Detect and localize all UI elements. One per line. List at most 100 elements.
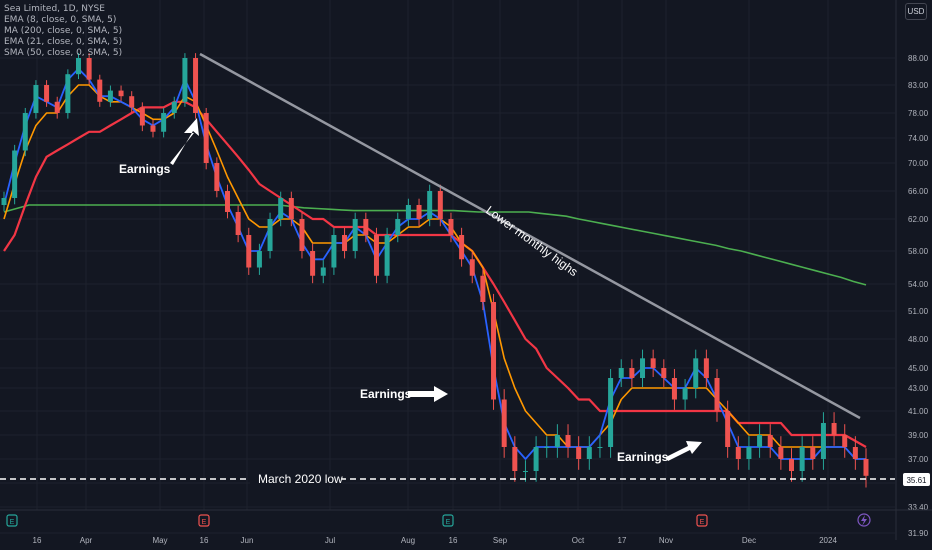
- candle-body: [480, 275, 486, 302]
- currency-button[interactable]: USD: [905, 3, 927, 20]
- time-tick-label: May: [152, 536, 167, 545]
- candle-body: [512, 447, 518, 471]
- candle-body: [618, 368, 624, 378]
- candle-body: [565, 435, 571, 447]
- candle-body: [576, 447, 582, 459]
- candle-body: [437, 191, 443, 219]
- legend-ma200[interactable]: MA (200, close, 0, SMA, 5): [4, 26, 123, 36]
- candle-body: [682, 388, 688, 400]
- candle-body: [267, 219, 273, 251]
- candle-body: [171, 101, 177, 113]
- candle-body: [608, 378, 614, 447]
- candle-body: [735, 447, 741, 459]
- legend-sma50[interactable]: SMA (50, close, 0, SMA, 5): [4, 48, 123, 58]
- candle-body: [863, 459, 869, 476]
- price-tick-label: 37.00: [908, 455, 929, 464]
- candle-body: [522, 471, 528, 472]
- candle-body: [331, 235, 337, 268]
- candle-body: [363, 219, 369, 235]
- candle-body: [22, 113, 28, 151]
- time-tick-label: Dec: [742, 536, 756, 545]
- earnings-arrow-1: [170, 118, 199, 165]
- price-tick-label: 48.00: [908, 335, 929, 344]
- price-tick-label: 58.00: [908, 247, 929, 256]
- candle-body: [193, 58, 199, 113]
- event-markers[interactable]: E E E E: [6, 513, 871, 527]
- time-tick-label: 16: [449, 536, 458, 545]
- candle-body: [182, 58, 188, 102]
- lower-highs-trendline: [199, 52, 861, 420]
- earnings-icon[interactable]: E: [696, 514, 708, 527]
- svg-text:E: E: [10, 519, 15, 526]
- earnings-icon[interactable]: E: [198, 514, 210, 527]
- earnings-arrow-3: [666, 441, 702, 461]
- candle-body: [597, 447, 603, 448]
- dividend-icon[interactable]: E: [6, 514, 18, 527]
- time-tick-label: Apr: [80, 536, 93, 545]
- price-tick-label: 54.00: [908, 280, 929, 289]
- price-tick-label: 33.40: [908, 503, 929, 512]
- candle-body: [703, 358, 709, 378]
- time-tick-label: Nov: [659, 536, 673, 545]
- candle-body: [661, 368, 667, 378]
- candle-body: [778, 447, 784, 459]
- lightning-icon[interactable]: [857, 513, 871, 527]
- price-axis[interactable]: 88.00 83.00 78.00 74.00 70.00 66.00 62.00 58.00…: [895, 0, 929, 540]
- time-tick-label: 16: [33, 536, 42, 545]
- candle-body: [299, 219, 305, 251]
- candle-body: [224, 191, 230, 212]
- last-price-value: 35.61: [906, 476, 927, 485]
- svg-text:E: E: [446, 519, 451, 526]
- candle-body: [65, 74, 71, 113]
- candle-body: [256, 251, 262, 268]
- candle-body: [427, 191, 433, 219]
- candle-body: [810, 447, 816, 459]
- candle-body: [757, 435, 763, 447]
- price-tick-label: 31.90: [908, 529, 929, 538]
- candle-body: [405, 205, 411, 219]
- candle-body: [288, 198, 294, 219]
- candle-body: [799, 447, 805, 471]
- svg-text:E: E: [202, 519, 207, 526]
- candle-body: [235, 212, 241, 235]
- price-tick-label: 83.00: [908, 81, 929, 90]
- last-price-tag: 35.61: [903, 473, 930, 486]
- trendline-label-group: Lower monthly highs: [483, 203, 580, 279]
- candle-body: [150, 125, 156, 132]
- candle-body: [842, 435, 848, 447]
- candle-body: [203, 113, 209, 163]
- candle-body: [1, 198, 7, 205]
- indicator-legend: Sea Limited, 1D, NYSE EMA (8, close, 0, …: [4, 4, 122, 59]
- price-tick-label: 66.00: [908, 187, 929, 196]
- earnings-label-2: Earnings: [360, 387, 412, 401]
- legend-ema8[interactable]: EMA (8, close, 0, SMA, 5): [4, 15, 117, 25]
- earnings-label-1: Earnings: [119, 162, 171, 176]
- time-tick-label: Jun: [241, 536, 254, 545]
- price-tick-label: 74.00: [908, 134, 929, 143]
- candle-body: [554, 435, 560, 447]
- candle-body: [54, 101, 60, 113]
- candle-body: [342, 235, 348, 251]
- candle-body: [469, 259, 475, 276]
- dividend-icon[interactable]: E: [442, 514, 454, 527]
- candle-body: [693, 358, 699, 388]
- march-2020-low-label: March 2020 low: [258, 472, 343, 486]
- time-axis[interactable]: 16 Apr May 16 Jun Jul Aug 16 Sep Oct 17 Nov Dec 2024: [0, 509, 932, 545]
- candle-body: [384, 235, 390, 276]
- candle-body: [544, 447, 550, 448]
- earnings-arrow-2: [408, 386, 448, 402]
- candle-body: [831, 423, 837, 435]
- candle-body: [75, 58, 81, 75]
- candle-body: [746, 447, 752, 459]
- candle-body: [714, 378, 720, 411]
- candle-body: [278, 198, 284, 219]
- legend-ema21[interactable]: EMA (21, close, 0, SMA, 5): [4, 37, 123, 47]
- candle-body: [789, 459, 795, 471]
- price-tick-label: 39.00: [908, 431, 929, 440]
- candle-body: [214, 163, 220, 191]
- candle-body: [416, 205, 422, 219]
- candle-body: [395, 219, 401, 235]
- chart-grid: [0, 0, 895, 534]
- candle-body: [161, 113, 167, 132]
